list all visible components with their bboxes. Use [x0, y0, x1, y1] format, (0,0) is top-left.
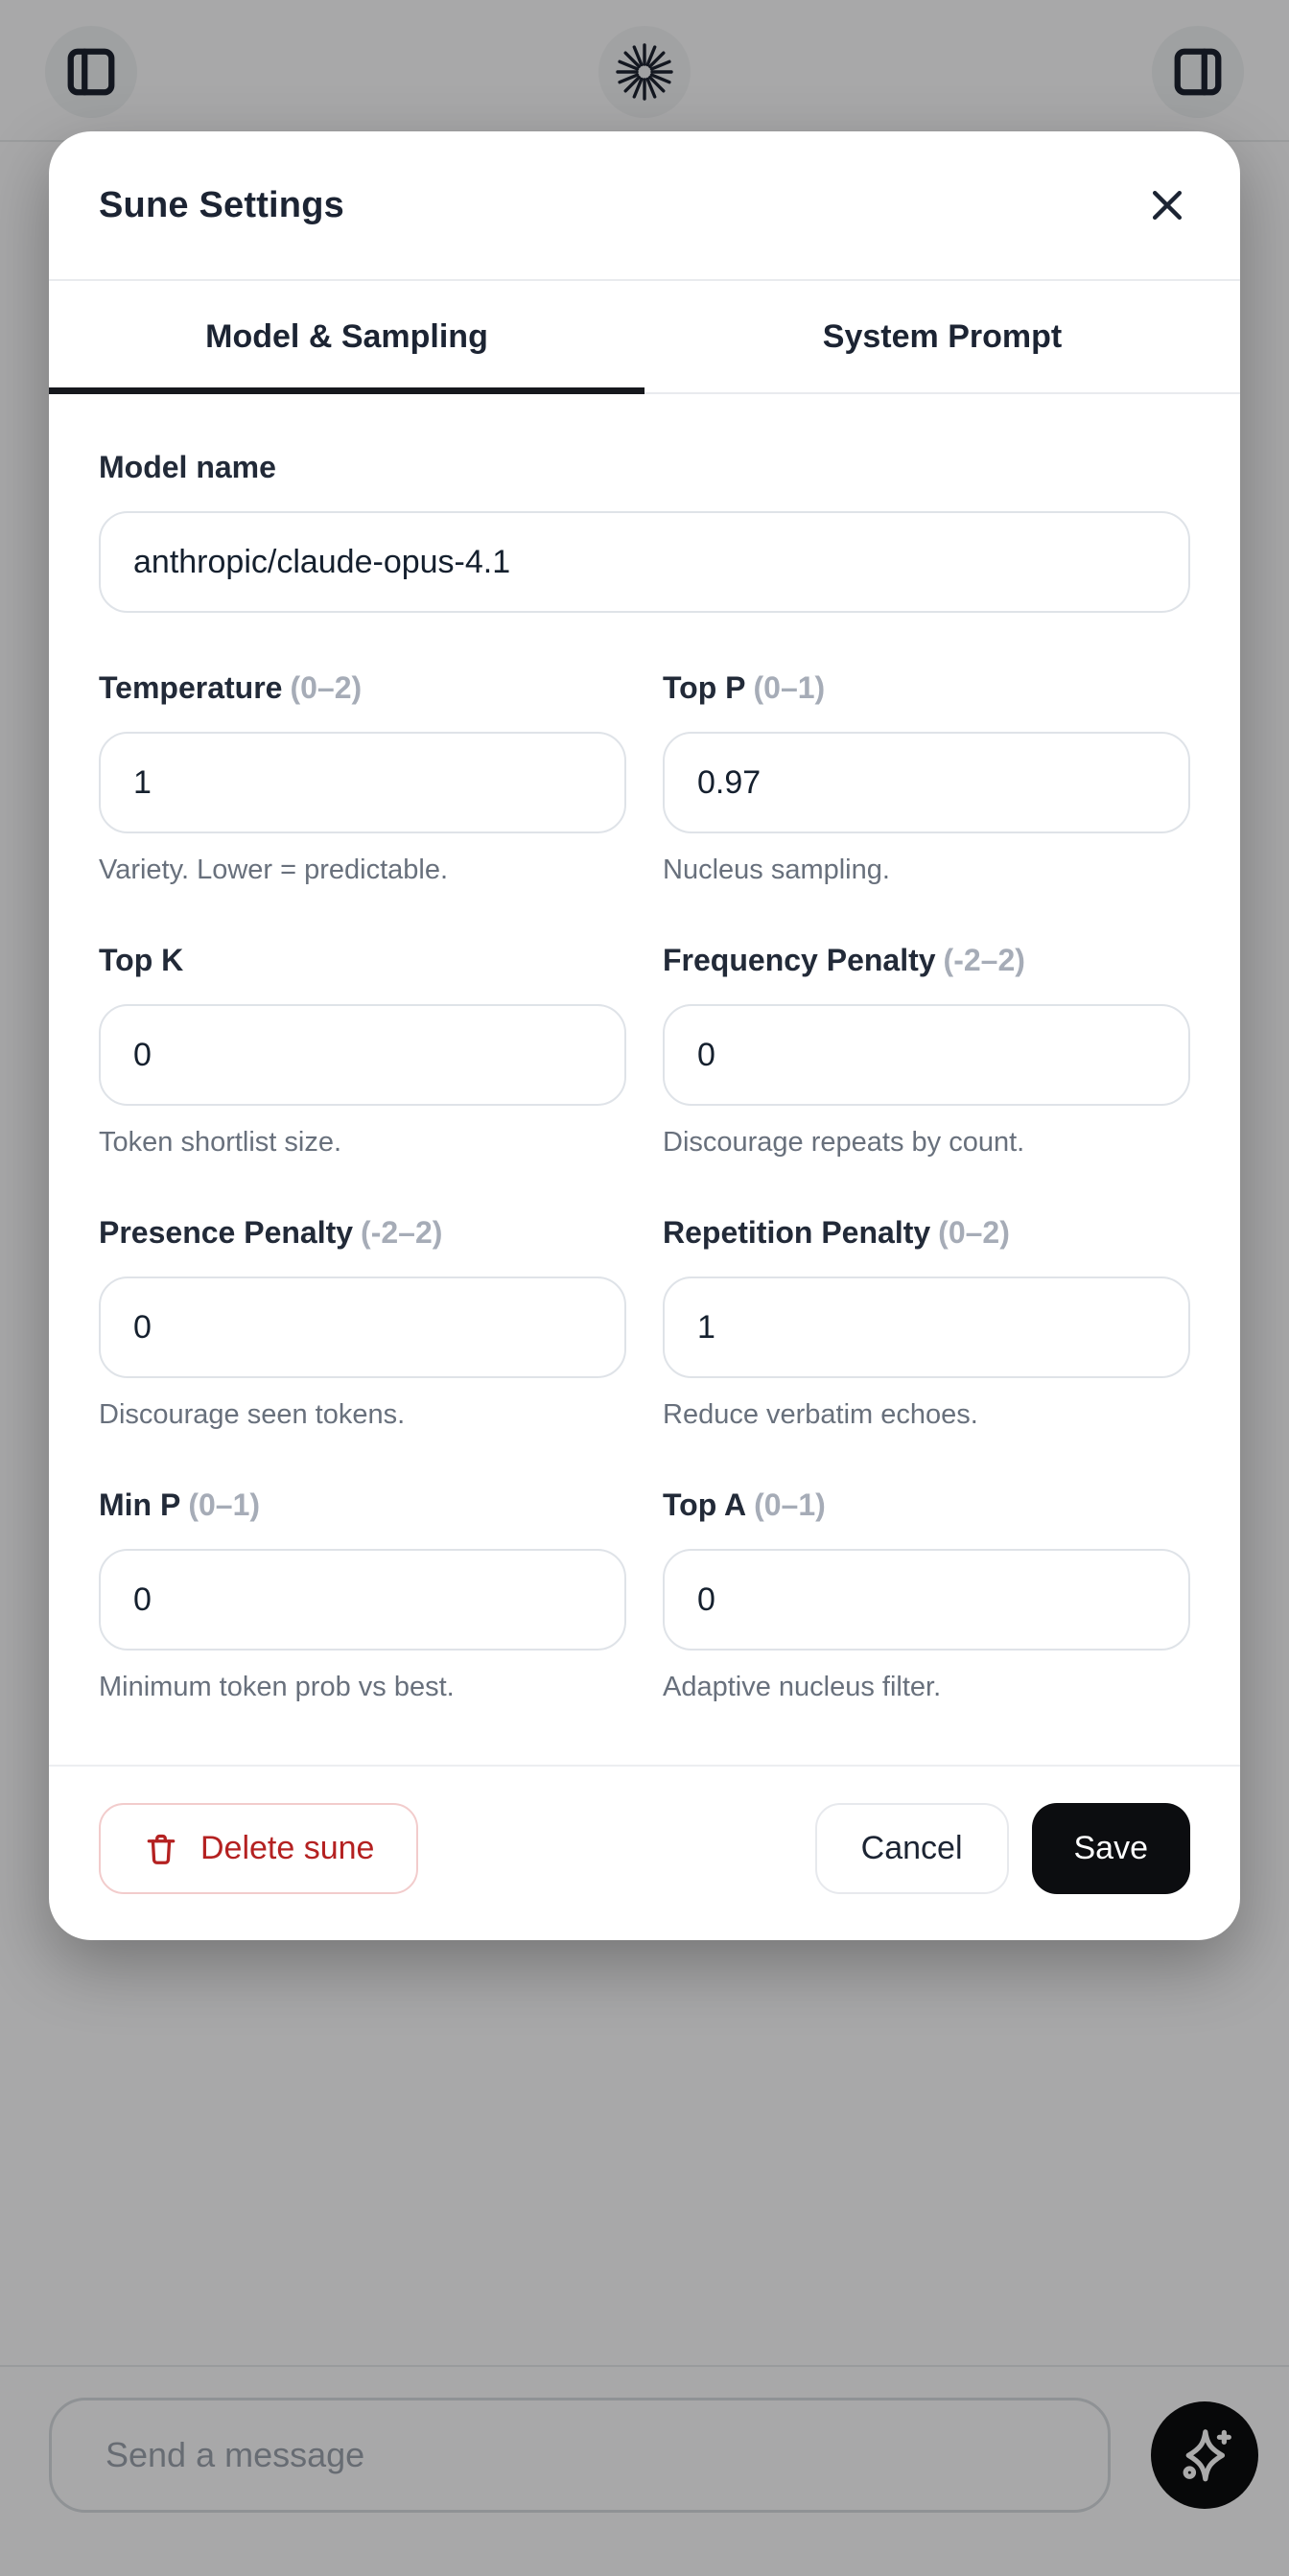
app-logo-button[interactable] — [598, 26, 691, 118]
field-hint: Discourage repeats by count. — [663, 1127, 1025, 1158]
panel-left-icon — [63, 44, 119, 100]
field-label: Repetition Penalty — [663, 1215, 931, 1250]
tab-system-prompt[interactable]: System Prompt — [644, 281, 1240, 392]
field-range: (-2–2) — [943, 943, 1025, 977]
field-hint: Adaptive nucleus filter. — [663, 1672, 942, 1702]
message-compose-bar — [0, 2365, 1289, 2576]
model-name-field: Model name — [99, 448, 1190, 613]
model-name-input[interactable] — [99, 511, 1190, 613]
presence-penalty-input[interactable] — [99, 1276, 626, 1378]
field-range: (0–1) — [753, 670, 826, 705]
save-button[interactable]: Save — [1031, 1803, 1190, 1894]
top-a-input[interactable] — [663, 1549, 1190, 1651]
field-range: (0–1) — [754, 1487, 826, 1522]
presence-penalty-field: Presence Penalty(-2–2) Discourage seen t… — [99, 1213, 626, 1432]
panel-right-icon — [1170, 44, 1226, 100]
right-panel-toggle-button[interactable] — [1152, 26, 1244, 118]
dialog-title: Sune Settings — [99, 184, 344, 225]
temperature-field: Temperature(0–2) Variety. Lower = predic… — [99, 668, 626, 887]
field-range: (0–2) — [290, 670, 363, 705]
field-label: Min P — [99, 1487, 181, 1522]
field-label: Presence Penalty — [99, 1215, 354, 1250]
temperature-input[interactable] — [99, 732, 626, 833]
settings-tabs: Model & Sampling System Prompt — [49, 281, 1240, 394]
top-p-input[interactable] — [663, 732, 1190, 833]
sampling-grid: Temperature(0–2) Variety. Lower = predic… — [99, 668, 1190, 1704]
tab-model-sampling[interactable]: Model & Sampling — [49, 281, 644, 394]
frequency-penalty-input[interactable] — [663, 1004, 1190, 1106]
send-sparkle-button[interactable] — [1151, 2401, 1258, 2509]
top-k-input[interactable] — [99, 1004, 626, 1106]
starburst-icon — [614, 41, 675, 103]
settings-form: Model name Temperature(0–2) Variety. Low… — [49, 394, 1240, 1765]
field-hint: Nucleus sampling. — [663, 855, 890, 885]
delete-sune-button[interactable]: Delete sune — [99, 1803, 419, 1894]
min-p-input[interactable] — [99, 1549, 626, 1651]
cancel-button[interactable]: Cancel — [814, 1803, 1009, 1894]
delete-sune-label: Delete sune — [200, 1830, 375, 1866]
field-label: Top A — [663, 1487, 747, 1522]
field-range: (0–2) — [938, 1215, 1010, 1250]
field-hint: Discourage seen tokens. — [99, 1399, 406, 1430]
field-hint: Minimum token prob vs best. — [99, 1672, 455, 1702]
field-label: Top K — [99, 943, 184, 977]
field-label: Temperature — [99, 670, 283, 705]
top-p-field: Top P(0–1) Nucleus sampling. — [663, 668, 1190, 887]
frequency-penalty-field: Frequency Penalty(-2–2) Discourage repea… — [663, 941, 1190, 1159]
repetition-penalty-input[interactable] — [663, 1276, 1190, 1378]
dialog-header: Sune Settings — [49, 131, 1240, 281]
field-label: Frequency Penalty — [663, 943, 936, 977]
field-range: (0–1) — [188, 1487, 261, 1522]
field-hint: Token shortlist size. — [99, 1127, 342, 1158]
sidebar-toggle-button[interactable] — [45, 26, 137, 118]
top-k-field: Top K Token shortlist size. — [99, 941, 626, 1159]
sune-settings-dialog: Sune Settings Model & Sampling System Pr… — [49, 131, 1240, 1940]
repetition-penalty-field: Repetition Penalty(0–2) Reduce verbatim … — [663, 1213, 1190, 1432]
field-hint: Variety. Lower = predictable. — [99, 855, 449, 885]
field-hint: Reduce verbatim echoes. — [663, 1399, 978, 1430]
trash-icon — [143, 1831, 179, 1867]
dialog-footer: Delete sune Cancel Save — [49, 1765, 1240, 1940]
model-name-label: Model name — [99, 450, 276, 484]
sparkles-icon — [1173, 2424, 1236, 2487]
min-p-field: Min P(0–1) Minimum token prob vs best. — [99, 1486, 626, 1704]
close-icon — [1146, 184, 1188, 226]
message-input[interactable] — [49, 2398, 1111, 2513]
top-a-field: Top A(0–1) Adaptive nucleus filter. — [663, 1486, 1190, 1704]
field-range: (-2–2) — [361, 1215, 443, 1250]
close-button[interactable] — [1140, 178, 1194, 232]
field-label: Top P — [663, 670, 746, 705]
